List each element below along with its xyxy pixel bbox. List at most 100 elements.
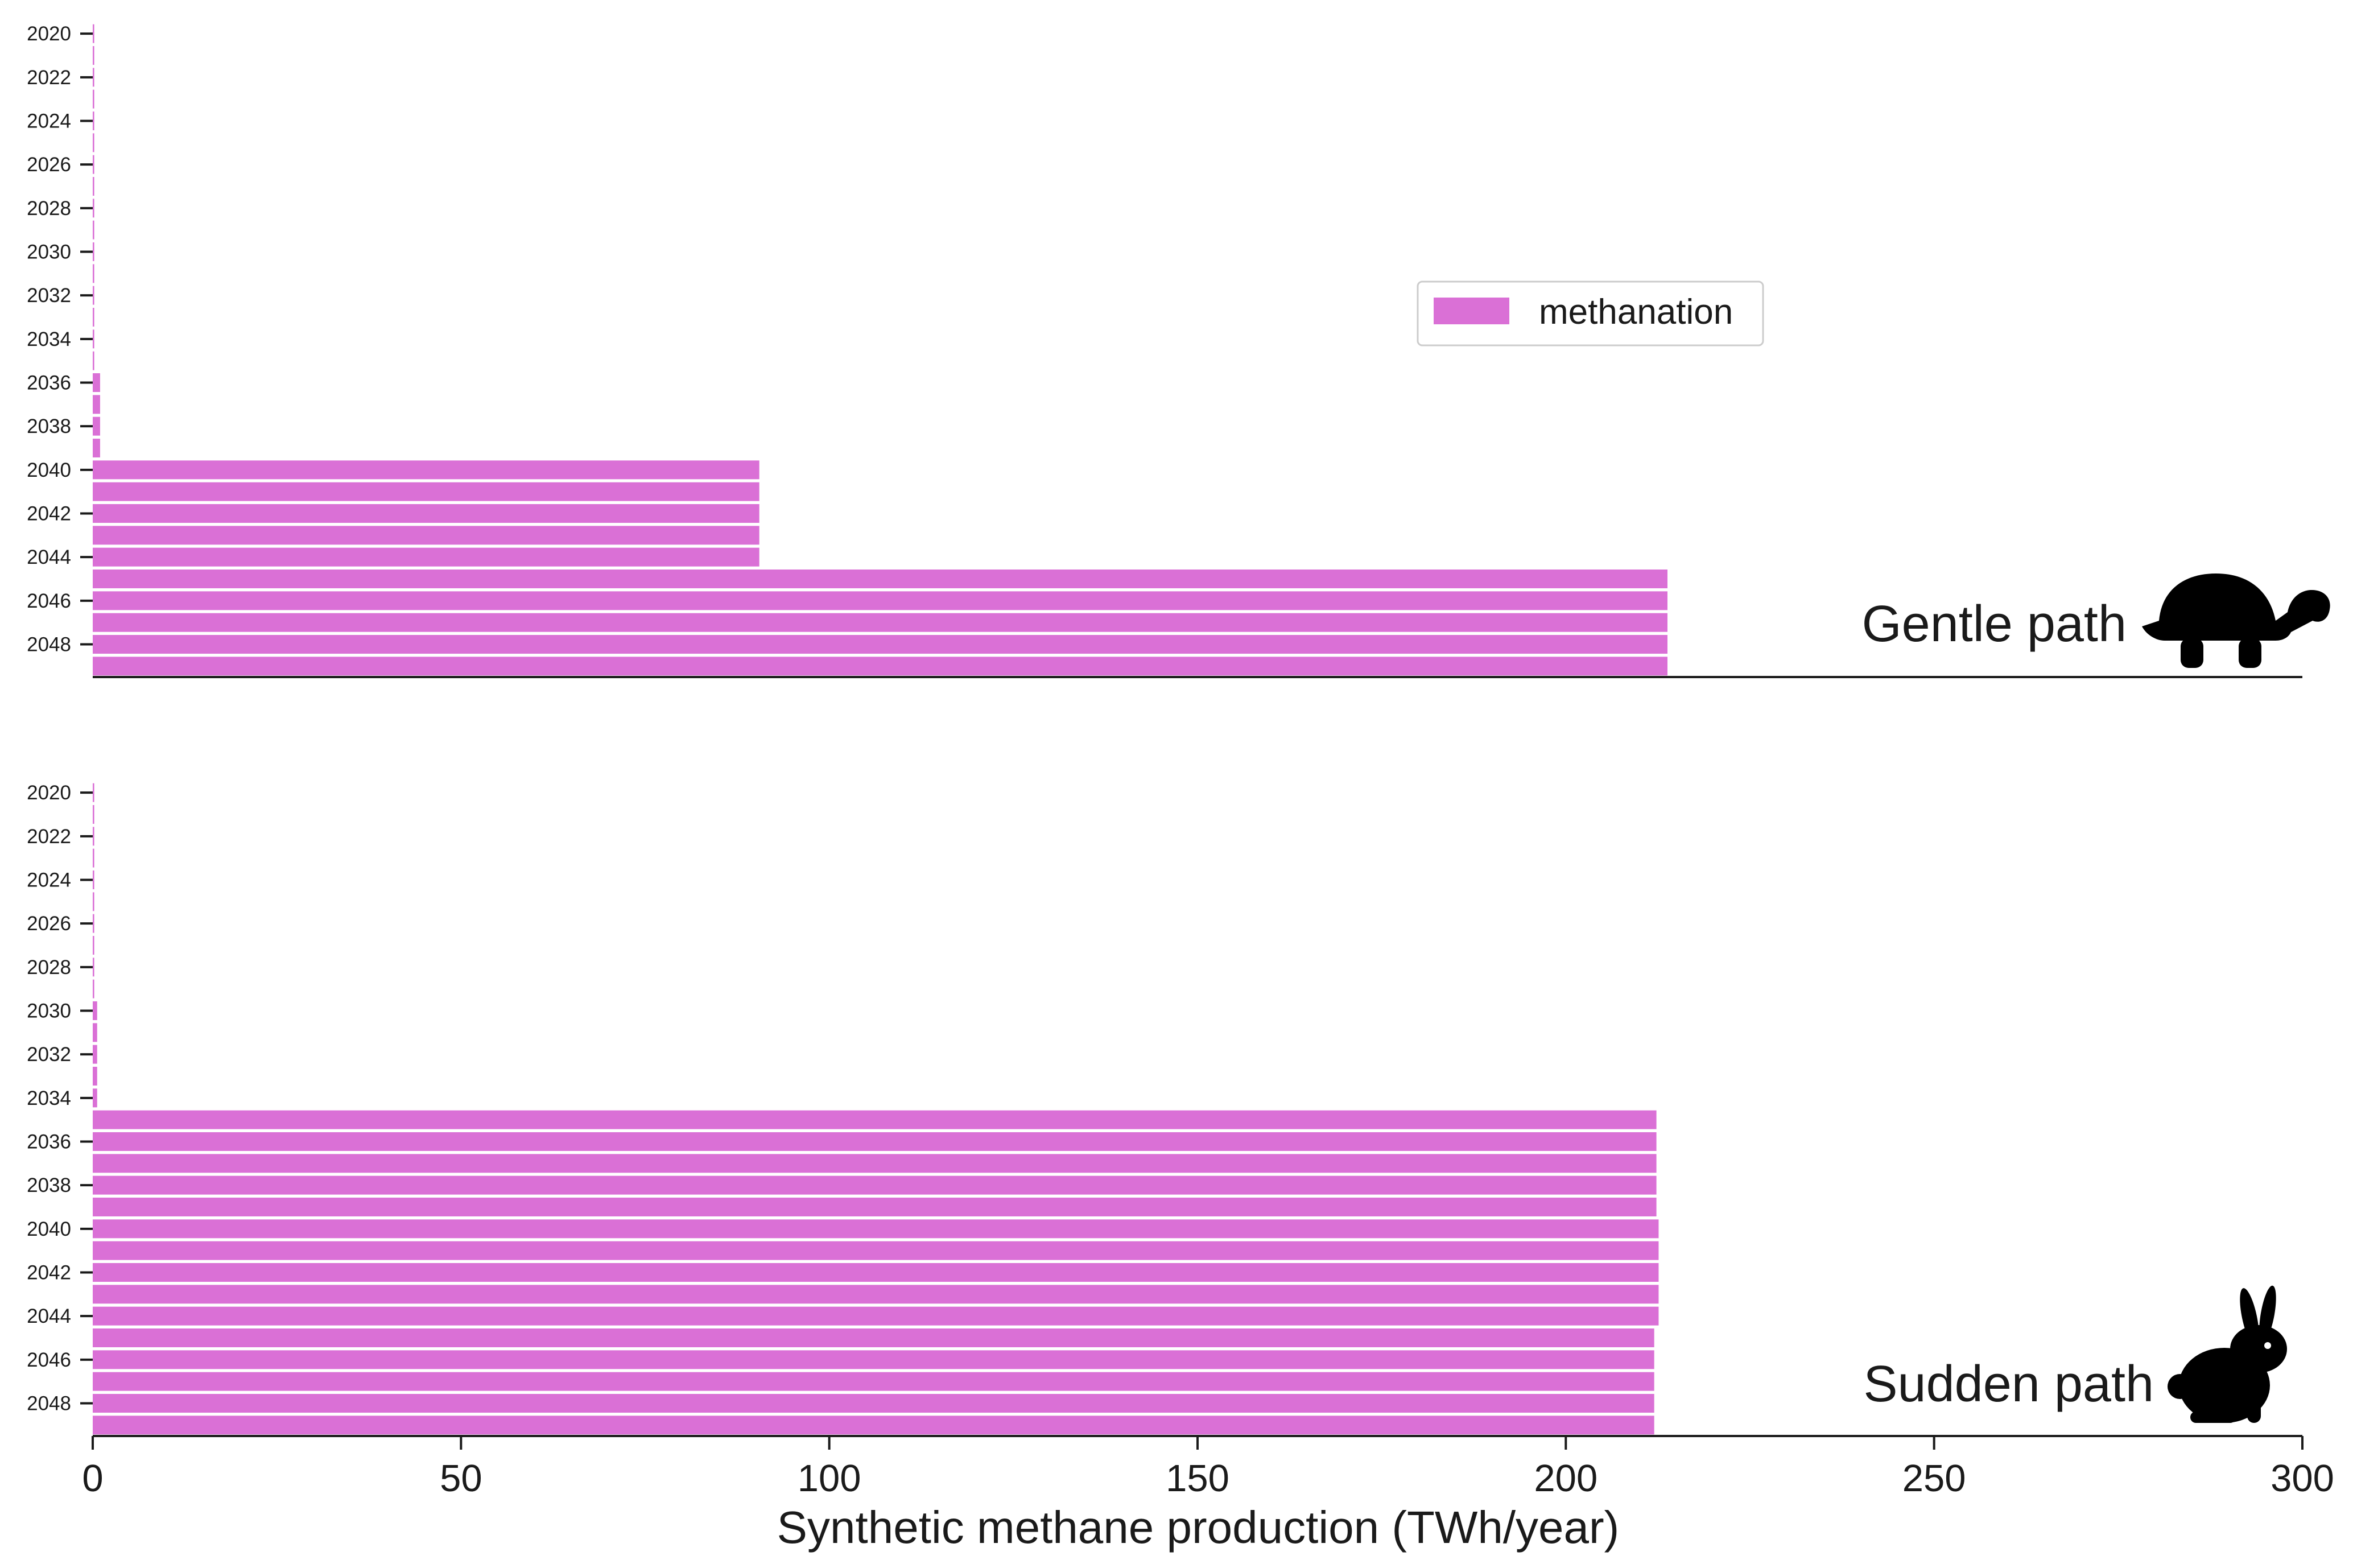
y-tick-label: 2046 bbox=[27, 590, 71, 612]
bar-2042 bbox=[93, 504, 759, 523]
y-tick-label: 2020 bbox=[27, 23, 71, 45]
bar-2028 bbox=[93, 199, 94, 218]
bar-2029 bbox=[93, 979, 94, 998]
y-tick-label: 2042 bbox=[27, 503, 71, 525]
rabbit-icon bbox=[2168, 1285, 2287, 1423]
y-tick-label: 2040 bbox=[27, 459, 71, 481]
bar-2020 bbox=[93, 24, 94, 43]
bar-2044 bbox=[93, 1306, 1659, 1326]
bar-2025 bbox=[93, 133, 94, 152]
y-tick-label: 2028 bbox=[27, 956, 71, 979]
turtle-icon bbox=[2142, 573, 2330, 668]
bar-2031 bbox=[93, 264, 94, 283]
y-tick-label: 2038 bbox=[27, 415, 71, 438]
x-tick-label: 50 bbox=[440, 1457, 482, 1500]
bar-2038 bbox=[93, 416, 100, 436]
bar-2049 bbox=[93, 657, 1667, 676]
bar-2039 bbox=[93, 1198, 1657, 1216]
y-tick-label: 2030 bbox=[27, 241, 71, 263]
bar-2038 bbox=[93, 1175, 1657, 1195]
y-tick-label: 2034 bbox=[27, 1087, 71, 1109]
y-tick-label: 2028 bbox=[27, 197, 71, 220]
bar-2025 bbox=[93, 892, 94, 911]
bar-2036 bbox=[93, 1132, 1657, 1151]
bar-2029 bbox=[93, 220, 94, 240]
bar-2046 bbox=[93, 591, 1667, 610]
bar-2028 bbox=[93, 958, 94, 977]
y-tick-label: 2022 bbox=[27, 826, 71, 848]
x-tick-label: 100 bbox=[798, 1457, 861, 1500]
bar-2034 bbox=[93, 1088, 97, 1108]
bar-2043 bbox=[93, 526, 759, 545]
legend: methanation bbox=[1417, 280, 1764, 346]
legend-swatch bbox=[1434, 298, 1509, 324]
y-tick-label: 2048 bbox=[27, 634, 71, 656]
bar-2035 bbox=[93, 1110, 1657, 1129]
x-tick-label: 250 bbox=[1902, 1457, 1966, 1500]
bar-2045 bbox=[93, 570, 1667, 588]
bar-2027 bbox=[93, 936, 94, 955]
bar-2021 bbox=[93, 805, 94, 824]
bar-2043 bbox=[93, 1285, 1659, 1304]
bar-2024 bbox=[93, 870, 94, 889]
bar-2024 bbox=[93, 112, 94, 130]
bar-2042 bbox=[93, 1263, 1659, 1282]
bar-2049 bbox=[93, 1416, 1654, 1435]
bar-2023 bbox=[93, 89, 94, 109]
bar-2033 bbox=[93, 308, 94, 327]
bar-2020 bbox=[93, 783, 94, 802]
bar-2041 bbox=[93, 482, 759, 501]
y-tick-label: 2022 bbox=[27, 67, 71, 89]
bar-2030 bbox=[93, 242, 94, 261]
x-axis: 0 50 100 150 200 250 300 bbox=[82, 1436, 2334, 1500]
bar-2048 bbox=[93, 1394, 1654, 1413]
bar-2032 bbox=[93, 286, 94, 305]
bar-2041 bbox=[93, 1241, 1659, 1260]
bar-2047 bbox=[93, 613, 1667, 632]
y-tick-label: 2048 bbox=[27, 1393, 71, 1415]
x-tick-label: 0 bbox=[82, 1457, 103, 1500]
y-tick-label: 2032 bbox=[27, 284, 71, 307]
bar-2037 bbox=[93, 1154, 1657, 1173]
x-tick-label: 150 bbox=[1166, 1457, 1229, 1500]
bar-2030 bbox=[93, 1001, 97, 1020]
bar-2022 bbox=[93, 68, 94, 87]
bar-2022 bbox=[93, 827, 94, 846]
y-tick-label: 2044 bbox=[27, 1305, 71, 1327]
bar-2023 bbox=[93, 848, 94, 868]
bar-2046 bbox=[93, 1350, 1654, 1369]
gentle-path-label: Gentle path bbox=[1862, 596, 2127, 653]
bar-2045 bbox=[93, 1328, 1654, 1347]
bar-2048 bbox=[93, 635, 1667, 654]
y-tick-label: 2038 bbox=[27, 1174, 71, 1196]
y-tick-label: 2026 bbox=[27, 154, 71, 176]
y-tick-label: 2046 bbox=[27, 1349, 71, 1371]
x-axis-title: Synthetic methane production (TWh/year) bbox=[777, 1502, 1620, 1553]
y-tick-label: 2026 bbox=[27, 913, 71, 935]
y-tick-label: 2034 bbox=[27, 328, 71, 350]
y-tick-label: 2024 bbox=[27, 110, 71, 133]
bar-2026 bbox=[93, 914, 94, 933]
bar-2036 bbox=[93, 373, 100, 392]
legend-label: methanation bbox=[1539, 292, 1733, 332]
bar-2033 bbox=[93, 1067, 97, 1086]
bar-2037 bbox=[93, 395, 100, 414]
y-tick-label: 2020 bbox=[27, 782, 71, 804]
bar-2032 bbox=[93, 1045, 97, 1064]
bar-2031 bbox=[93, 1023, 97, 1042]
y-tick-label: 2032 bbox=[27, 1043, 71, 1066]
bar-2039 bbox=[93, 439, 100, 457]
y-tick-label: 2036 bbox=[27, 1131, 71, 1153]
bar-2040 bbox=[93, 460, 759, 480]
x-tick-label: 200 bbox=[1534, 1457, 1597, 1500]
sudden-path-label: Sudden path bbox=[1864, 1356, 2154, 1413]
y-tick-label: 2024 bbox=[27, 869, 71, 892]
bar-2034 bbox=[93, 329, 94, 349]
bar-2047 bbox=[93, 1372, 1654, 1391]
bar-2021 bbox=[93, 46, 94, 65]
x-tick-label: 300 bbox=[2271, 1457, 2334, 1500]
y-tick-label: 2044 bbox=[27, 546, 71, 568]
bar-2044 bbox=[93, 547, 759, 567]
bar-2026 bbox=[93, 155, 94, 174]
y-tick-label: 2030 bbox=[27, 1000, 71, 1022]
